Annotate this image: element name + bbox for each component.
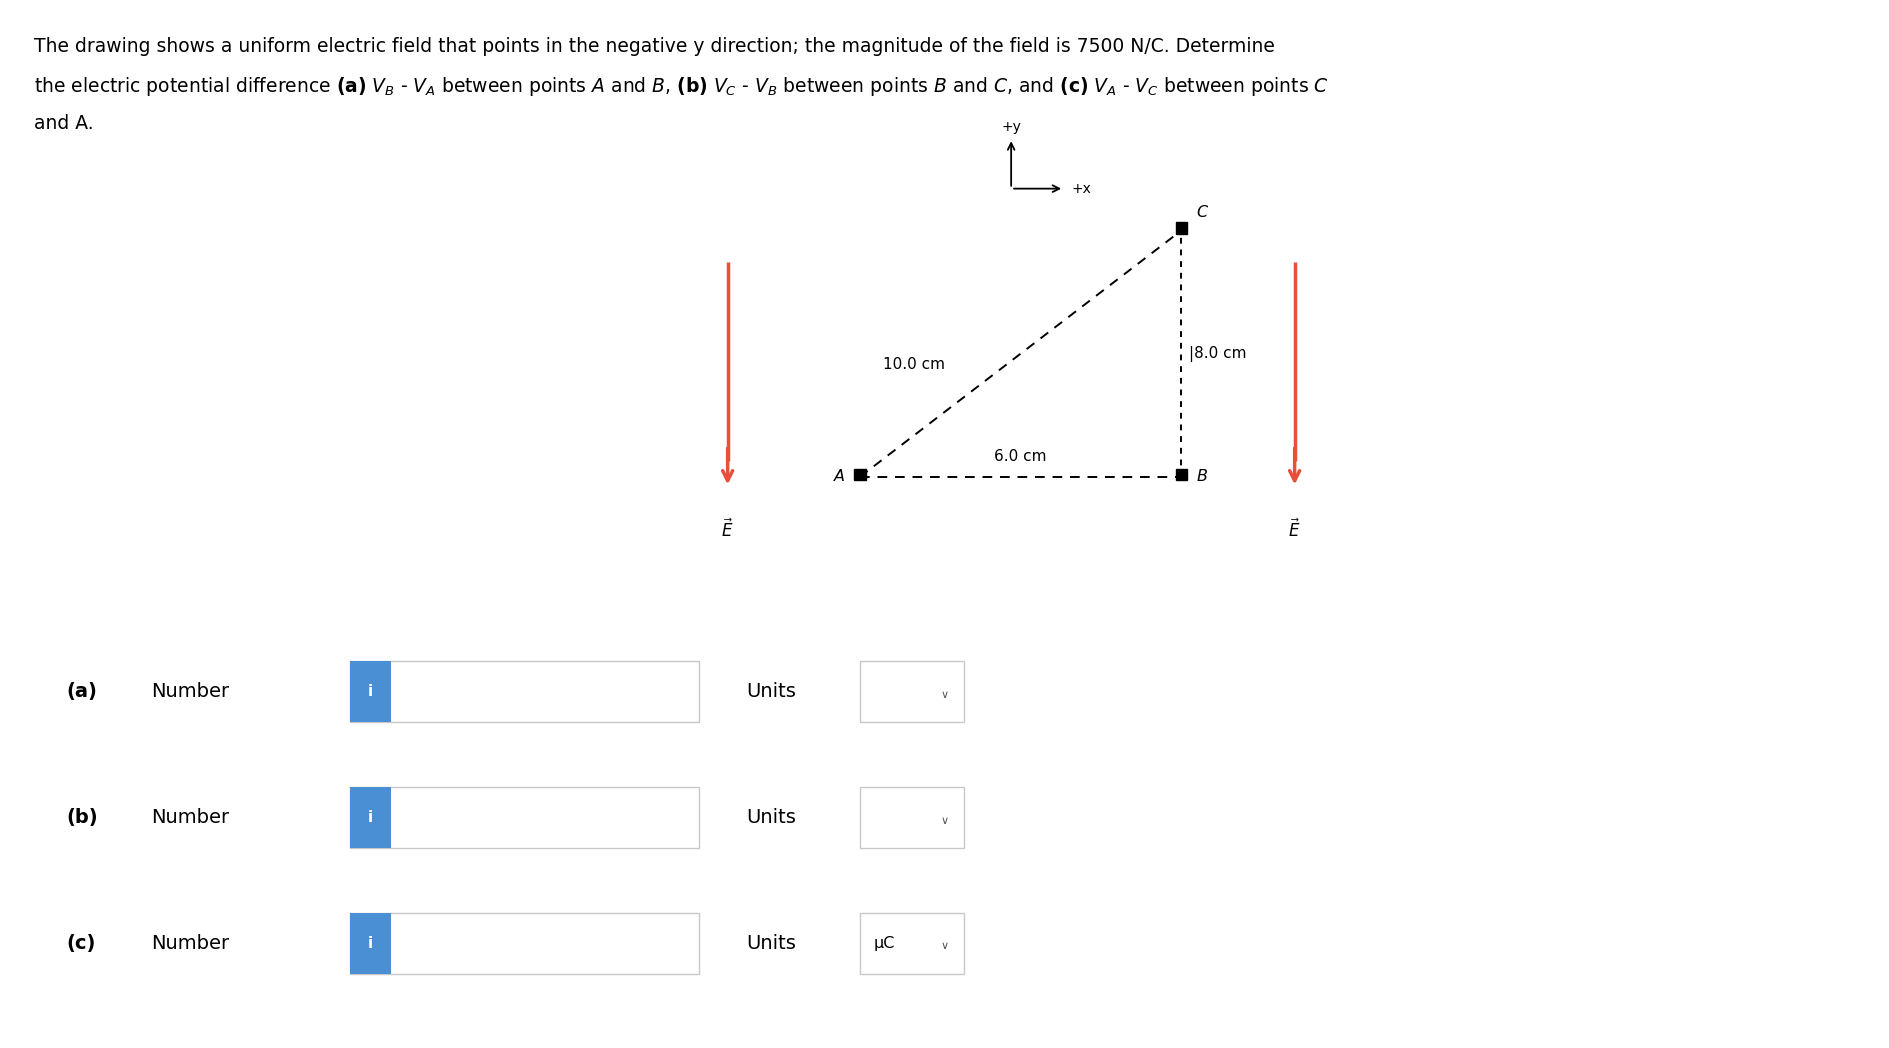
Text: Units: Units (746, 934, 795, 953)
Text: Units: Units (746, 682, 795, 701)
Text: |8.0 cm: |8.0 cm (1188, 346, 1245, 362)
FancyBboxPatch shape (349, 913, 699, 974)
Text: the electric potential difference $\mathbf{(a)}$ $V_B$ - $V_A$ between points $A: the electric potential difference $\math… (34, 75, 1328, 99)
FancyBboxPatch shape (349, 661, 699, 722)
Text: (c): (c) (66, 934, 96, 953)
Text: and A.: and A. (34, 114, 94, 133)
Text: Number: Number (151, 682, 229, 701)
FancyBboxPatch shape (859, 661, 963, 722)
Text: The drawing shows a uniform electric field that points in the negative y directi: The drawing shows a uniform electric fie… (34, 37, 1275, 56)
Text: +y: +y (1001, 121, 1020, 134)
Text: C: C (1196, 205, 1207, 220)
Bar (1175, 468, 1186, 480)
Text: Number: Number (151, 934, 229, 953)
Text: 6.0 cm: 6.0 cm (994, 450, 1047, 464)
Text: ∨: ∨ (941, 941, 948, 952)
Text: i: i (368, 936, 372, 951)
FancyBboxPatch shape (349, 661, 391, 722)
Text: $\vec{E}$: $\vec{E}$ (722, 519, 733, 541)
FancyBboxPatch shape (349, 913, 391, 974)
Text: (a): (a) (66, 682, 96, 701)
FancyBboxPatch shape (349, 787, 699, 848)
Bar (1175, 222, 1186, 234)
FancyBboxPatch shape (859, 913, 963, 974)
Text: μC: μC (873, 936, 893, 951)
Text: ∨: ∨ (941, 815, 948, 826)
Text: Units: Units (746, 808, 795, 827)
Text: i: i (368, 810, 372, 825)
Text: +x: +x (1071, 181, 1092, 196)
FancyBboxPatch shape (859, 787, 963, 848)
Bar (854, 468, 865, 480)
Text: Number: Number (151, 808, 229, 827)
Text: i: i (368, 684, 372, 699)
Text: $\vec{E}$: $\vec{E}$ (1288, 519, 1300, 541)
FancyBboxPatch shape (349, 787, 391, 848)
Text: A: A (833, 470, 844, 484)
Text: (b): (b) (66, 808, 98, 827)
Text: 10.0 cm: 10.0 cm (882, 356, 944, 372)
Text: B: B (1196, 470, 1207, 484)
Text: ∨: ∨ (941, 690, 948, 700)
